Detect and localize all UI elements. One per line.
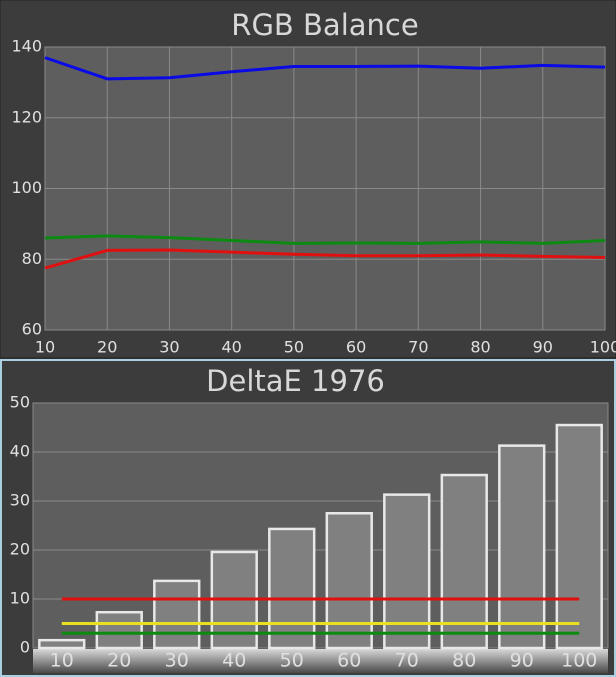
chart-title: DeltaE 1976: [206, 364, 385, 398]
x-tick-label: 30: [165, 650, 189, 672]
x-tick-label: 90: [510, 650, 534, 672]
x-tick-label: 90: [533, 338, 553, 357]
bar: [325, 512, 373, 650]
series-line: [44, 234, 606, 245]
bar: [95, 610, 143, 650]
x-tick-label: 60: [337, 650, 361, 672]
y-tick-label: 10: [10, 589, 30, 608]
x-tick-label: 30: [159, 338, 179, 357]
y-tick-label: 140: [11, 37, 42, 56]
bar: [38, 638, 86, 650]
x-tick-label: 80: [452, 650, 476, 672]
series-line: [44, 56, 606, 81]
series-line: [44, 248, 606, 270]
x-tick-label: 20: [97, 338, 117, 357]
x-tick-label: 100: [590, 338, 616, 357]
y-tick-label: 30: [10, 491, 30, 510]
x-tick-label: 60: [346, 338, 366, 357]
chart-title: RGB Balance: [231, 8, 418, 42]
bar: [153, 579, 201, 650]
bar: [440, 473, 488, 650]
x-tick-label: 80: [470, 338, 490, 357]
x-tick-label: 40: [222, 650, 246, 672]
x-axis-band: [33, 649, 608, 673]
y-tick-label: 40: [10, 442, 30, 461]
y-tick-label: 20: [10, 540, 30, 559]
x-tick-label: 10: [35, 338, 55, 357]
x-tick-label: 20: [107, 650, 131, 672]
x-tick-label: 70: [408, 338, 428, 357]
y-tick-label: 50: [10, 393, 30, 412]
bar: [268, 527, 316, 650]
x-tick-label: 70: [395, 650, 419, 672]
bar: [498, 444, 546, 650]
x-tick-label: 40: [221, 338, 241, 357]
x-tick-label: 50: [280, 650, 304, 672]
y-tick-label: 100: [11, 178, 42, 197]
y-tick-label: 80: [22, 249, 42, 268]
y-tick-label: 0: [20, 638, 30, 657]
y-tick-label: 120: [11, 107, 42, 126]
x-tick-label: 10: [50, 650, 74, 672]
y-tick-label: 60: [22, 320, 42, 339]
bar: [555, 423, 603, 650]
x-tick-label: 50: [284, 338, 304, 357]
x-tick-label: 100: [561, 650, 597, 672]
